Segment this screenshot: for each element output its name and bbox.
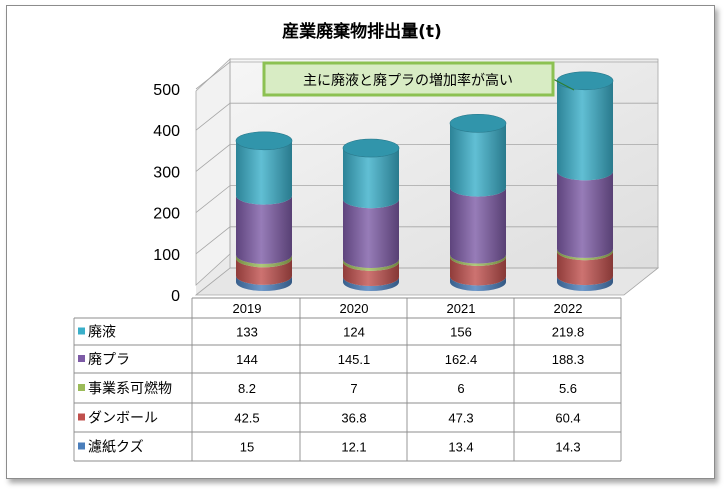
bar-segment <box>343 258 399 271</box>
plot-walls <box>196 59 658 295</box>
data-label: 8.2 <box>238 381 256 396</box>
bar-segment <box>236 275 292 291</box>
bar-segment <box>236 254 292 268</box>
x-tick-label: 2022 <box>554 301 583 316</box>
legend-label: ダンボール <box>88 411 158 427</box>
data-label: 156 <box>450 325 472 340</box>
x-tick-label: 2019 <box>233 301 262 316</box>
gridlines <box>195 61 658 255</box>
bar-segment <box>557 251 614 286</box>
bar-segment <box>450 256 506 286</box>
gridline <box>195 143 658 172</box>
legend-label: 濾紙クズ <box>88 440 144 456</box>
side-wall <box>195 58 231 286</box>
callout-text: 主に廃液と廃プラの増加率が高い <box>303 72 513 89</box>
callout-leader <box>552 78 575 91</box>
bar-segment <box>343 277 399 291</box>
x-tick-label: 2020 <box>340 301 369 316</box>
data-label: 13.4 <box>448 440 473 455</box>
bar-segment <box>236 258 292 285</box>
data-label: 219.8 <box>552 325 585 340</box>
data-label: 124 <box>343 325 365 340</box>
bar-segment <box>557 171 614 258</box>
gridline <box>195 226 658 255</box>
data-label: 6 <box>457 381 464 396</box>
data-label: 47.3 <box>448 411 473 426</box>
back-wall <box>229 58 659 269</box>
bar-segment <box>236 195 292 264</box>
y-tick-label: 300 <box>153 164 180 181</box>
bar-stack <box>449 114 507 291</box>
data-label: 15 <box>240 440 254 455</box>
y-tick-label: 100 <box>153 247 180 264</box>
y-tick-label: 400 <box>153 123 180 140</box>
bar-top <box>449 114 507 133</box>
data-label: 7 <box>350 381 357 396</box>
bar-top <box>556 71 614 91</box>
bar-segment <box>450 276 506 291</box>
legend-label: 事業系可燃物 <box>88 380 172 397</box>
bar-stack <box>556 71 614 291</box>
data-label: 144 <box>236 352 258 367</box>
bar-segment <box>557 80 614 181</box>
data-label: 5.6 <box>559 381 577 396</box>
x-tick-label: 2021 <box>447 301 476 316</box>
data-label: 36.8 <box>341 411 366 426</box>
legend-swatch <box>78 384 85 391</box>
callout-box <box>262 61 555 97</box>
y-axis: 0 100 200 300 400 500 <box>153 82 180 305</box>
legend-swatch <box>78 355 85 362</box>
bar-segment <box>450 254 506 266</box>
bar-segment <box>557 248 614 261</box>
bar-segment <box>236 140 292 205</box>
bar-segment <box>450 123 506 197</box>
legend-swatch <box>78 413 85 421</box>
y-tick-label: 500 <box>153 82 180 99</box>
legend-label: 廃液 <box>88 324 116 341</box>
data-label: 188.3 <box>552 352 585 367</box>
bars <box>235 71 614 291</box>
legend-swatch <box>78 442 85 450</box>
bar-segment <box>343 148 399 209</box>
bar-top <box>342 138 400 158</box>
gridline <box>195 185 658 213</box>
y-tick-label: 200 <box>153 206 180 223</box>
chart-title: 産業廃棄物排出量(t) <box>282 21 442 42</box>
bar-segment <box>450 187 506 264</box>
data-label: 133 <box>236 325 258 340</box>
data-label: 14.3 <box>555 440 580 455</box>
y-tick-label: 0 <box>171 288 180 305</box>
data-label: 60.4 <box>555 411 580 426</box>
legend-swatch <box>78 327 85 335</box>
bar-stack <box>342 138 400 291</box>
legend-label: 廃プラ <box>88 351 130 368</box>
bar-segment <box>343 261 399 287</box>
data-label: 42.5 <box>234 411 259 426</box>
bar-segment <box>343 199 399 268</box>
bar-stack <box>235 131 293 291</box>
bar-top <box>235 131 293 151</box>
bar-segment <box>557 276 613 291</box>
data-label: 12.1 <box>341 440 366 455</box>
data-label: 145.1 <box>338 352 371 367</box>
data-label: 162.4 <box>445 352 478 367</box>
gridline <box>195 102 658 131</box>
